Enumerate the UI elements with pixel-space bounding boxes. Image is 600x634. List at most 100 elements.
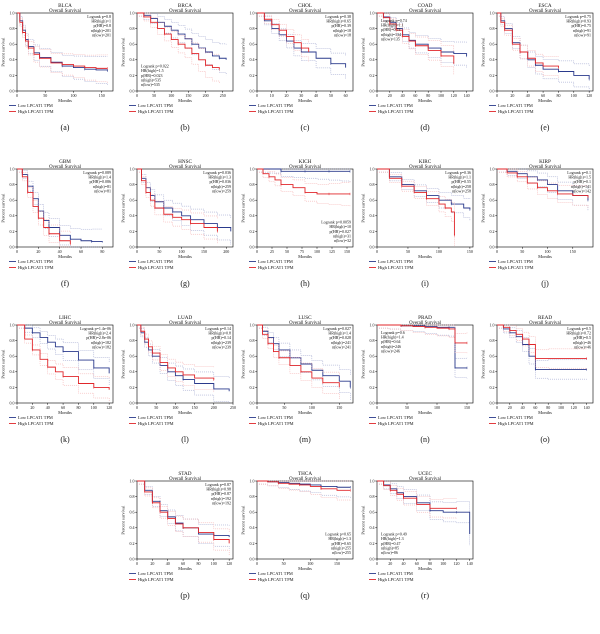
x-tick-label: 250 — [230, 405, 236, 410]
ci-upper-low — [137, 12, 227, 45]
y-tick-label: 1.0 — [370, 478, 375, 483]
stat-line: n(low)=259 — [212, 188, 231, 193]
ci-upper-high — [257, 324, 340, 376]
legend-label: Low LPCAT1 TPM — [138, 571, 173, 576]
survival-curve-high — [497, 324, 587, 359]
y-tick-label: 0.6 — [370, 198, 375, 203]
x-tick-label: 120 — [586, 93, 592, 98]
panel-title: COAD — [418, 3, 433, 9]
x-tick-label: 100 — [70, 93, 76, 98]
x-tick-label: 80 — [100, 249, 104, 254]
y-tick-label: 0.6 — [10, 354, 15, 359]
y-tick-label: 0.0 — [370, 244, 375, 249]
legend-label: Low LPCAT1 TPM — [258, 415, 293, 420]
survival-curve-high — [257, 12, 310, 52]
x-tick-label: 75 — [300, 249, 304, 254]
x-tick-label: 100 — [309, 405, 315, 410]
x-tick-label: 20 — [36, 249, 40, 254]
legend-label: Low LPCAT1 TPM — [258, 571, 293, 576]
y-tick-label: 0.2 — [130, 385, 135, 390]
y-tick-label: 0.6 — [130, 510, 135, 515]
y-tick-label: 0.8 — [130, 182, 135, 187]
x-tick-label: 100 — [438, 93, 444, 98]
legend-label: Low LPCAT1 TPM — [498, 415, 533, 420]
x-tick-label: 20 — [388, 561, 392, 566]
x-tick-label: 50 — [282, 561, 286, 566]
stat-line: HR(high)=0.93 — [566, 19, 591, 24]
y-axis-label: Percent survival — [1, 37, 6, 67]
stat-line: p(HR)=0.1 — [574, 179, 591, 184]
x-axis-label: Months — [178, 566, 192, 571]
x-axis-label: Months — [298, 410, 312, 415]
panel-title: BRCA — [178, 3, 192, 9]
x-tick-label: 0 — [16, 249, 18, 254]
stat-line: n(low)=246 — [381, 348, 400, 353]
x-tick-label: 140 — [584, 405, 590, 410]
stat-line: p(HR)=0.028 — [330, 335, 351, 340]
ci-lower-high — [497, 327, 587, 370]
x-tick-label: 0 — [496, 405, 498, 410]
ci-lower-low — [137, 15, 227, 76]
stat-line: HR(high)=1.4 — [381, 335, 404, 340]
x-axis-label: Months — [538, 98, 552, 103]
plot-frame — [496, 12, 594, 92]
ci-upper-low — [377, 480, 470, 523]
ci-upper-high — [497, 168, 589, 187]
panel-caption: (l) — [181, 435, 189, 444]
y-tick-label: 0.0 — [10, 244, 15, 249]
y-tick-label: 0.8 — [10, 338, 15, 343]
y-tick-label: 0.2 — [490, 229, 495, 234]
legend-label: Low LPCAT1 TPM — [18, 103, 53, 108]
legend-label: High LPCAT1 TPM — [378, 577, 414, 582]
stat-line: HR(high)=0.72 — [566, 331, 591, 336]
x-tick-label: 80 — [428, 561, 432, 566]
x-tick-label: 120 — [453, 561, 459, 566]
stat-line: p(HR)=2.8e-06 — [86, 335, 111, 340]
stat-line: HR(high)=1.1 — [381, 23, 404, 28]
stat-line: HR(high)=1 — [91, 19, 111, 24]
stat-line: n(high)=246 — [381, 344, 401, 349]
x-tick-label: 50 — [405, 405, 409, 410]
y-tick-label: 1.0 — [10, 166, 15, 171]
x-tick-label: 150 — [192, 405, 198, 410]
legend-label: High LPCAT1 TPM — [258, 109, 294, 114]
x-tick-label: 0 — [496, 93, 498, 98]
survival-curve-high — [137, 480, 230, 544]
panel-caption: (b) — [180, 123, 190, 132]
y-tick-label: 0.0 — [490, 400, 495, 405]
x-axis-label: Months — [58, 254, 72, 259]
y-tick-label: 0.6 — [370, 354, 375, 359]
legend-label: Low LPCAT1 TPM — [18, 259, 53, 264]
y-tick-label: 0.4 — [250, 525, 255, 530]
y-tick-label: 0.8 — [130, 494, 135, 499]
y-tick-label: 0.6 — [130, 354, 135, 359]
y-axis-label: Percent survival — [241, 349, 246, 379]
stat-line: p(HR)=0.75 — [572, 23, 591, 28]
survival-curve-high — [17, 12, 108, 69]
ci-lower-high — [377, 483, 457, 519]
stat-line: Logrank p=0.87 — [205, 482, 231, 487]
y-tick-label: 0.0 — [370, 556, 375, 561]
ci-upper-high — [137, 168, 218, 219]
y-tick-label: 0.2 — [370, 541, 375, 546]
y-axis-label: Percent survival — [361, 349, 366, 379]
stat-line: p(HR)=0.086 — [90, 179, 111, 184]
x-tick-label: 80 — [546, 405, 550, 410]
x-tick-label: 0 — [376, 405, 378, 410]
x-tick-label: 50 — [282, 405, 286, 410]
legend-label: High LPCAT1 TPM — [378, 109, 414, 114]
stat-line: n(high)=259 — [211, 184, 231, 189]
survival-curve-high — [137, 12, 220, 70]
x-tick-label: 30 — [299, 93, 303, 98]
y-tick-label: 0.6 — [370, 42, 375, 47]
x-tick-label: 100 — [436, 249, 442, 254]
survival-curve-low — [137, 12, 227, 60]
ci-lower-low — [497, 327, 587, 381]
plot-frame — [376, 12, 474, 92]
ci-lower-high — [257, 483, 351, 501]
